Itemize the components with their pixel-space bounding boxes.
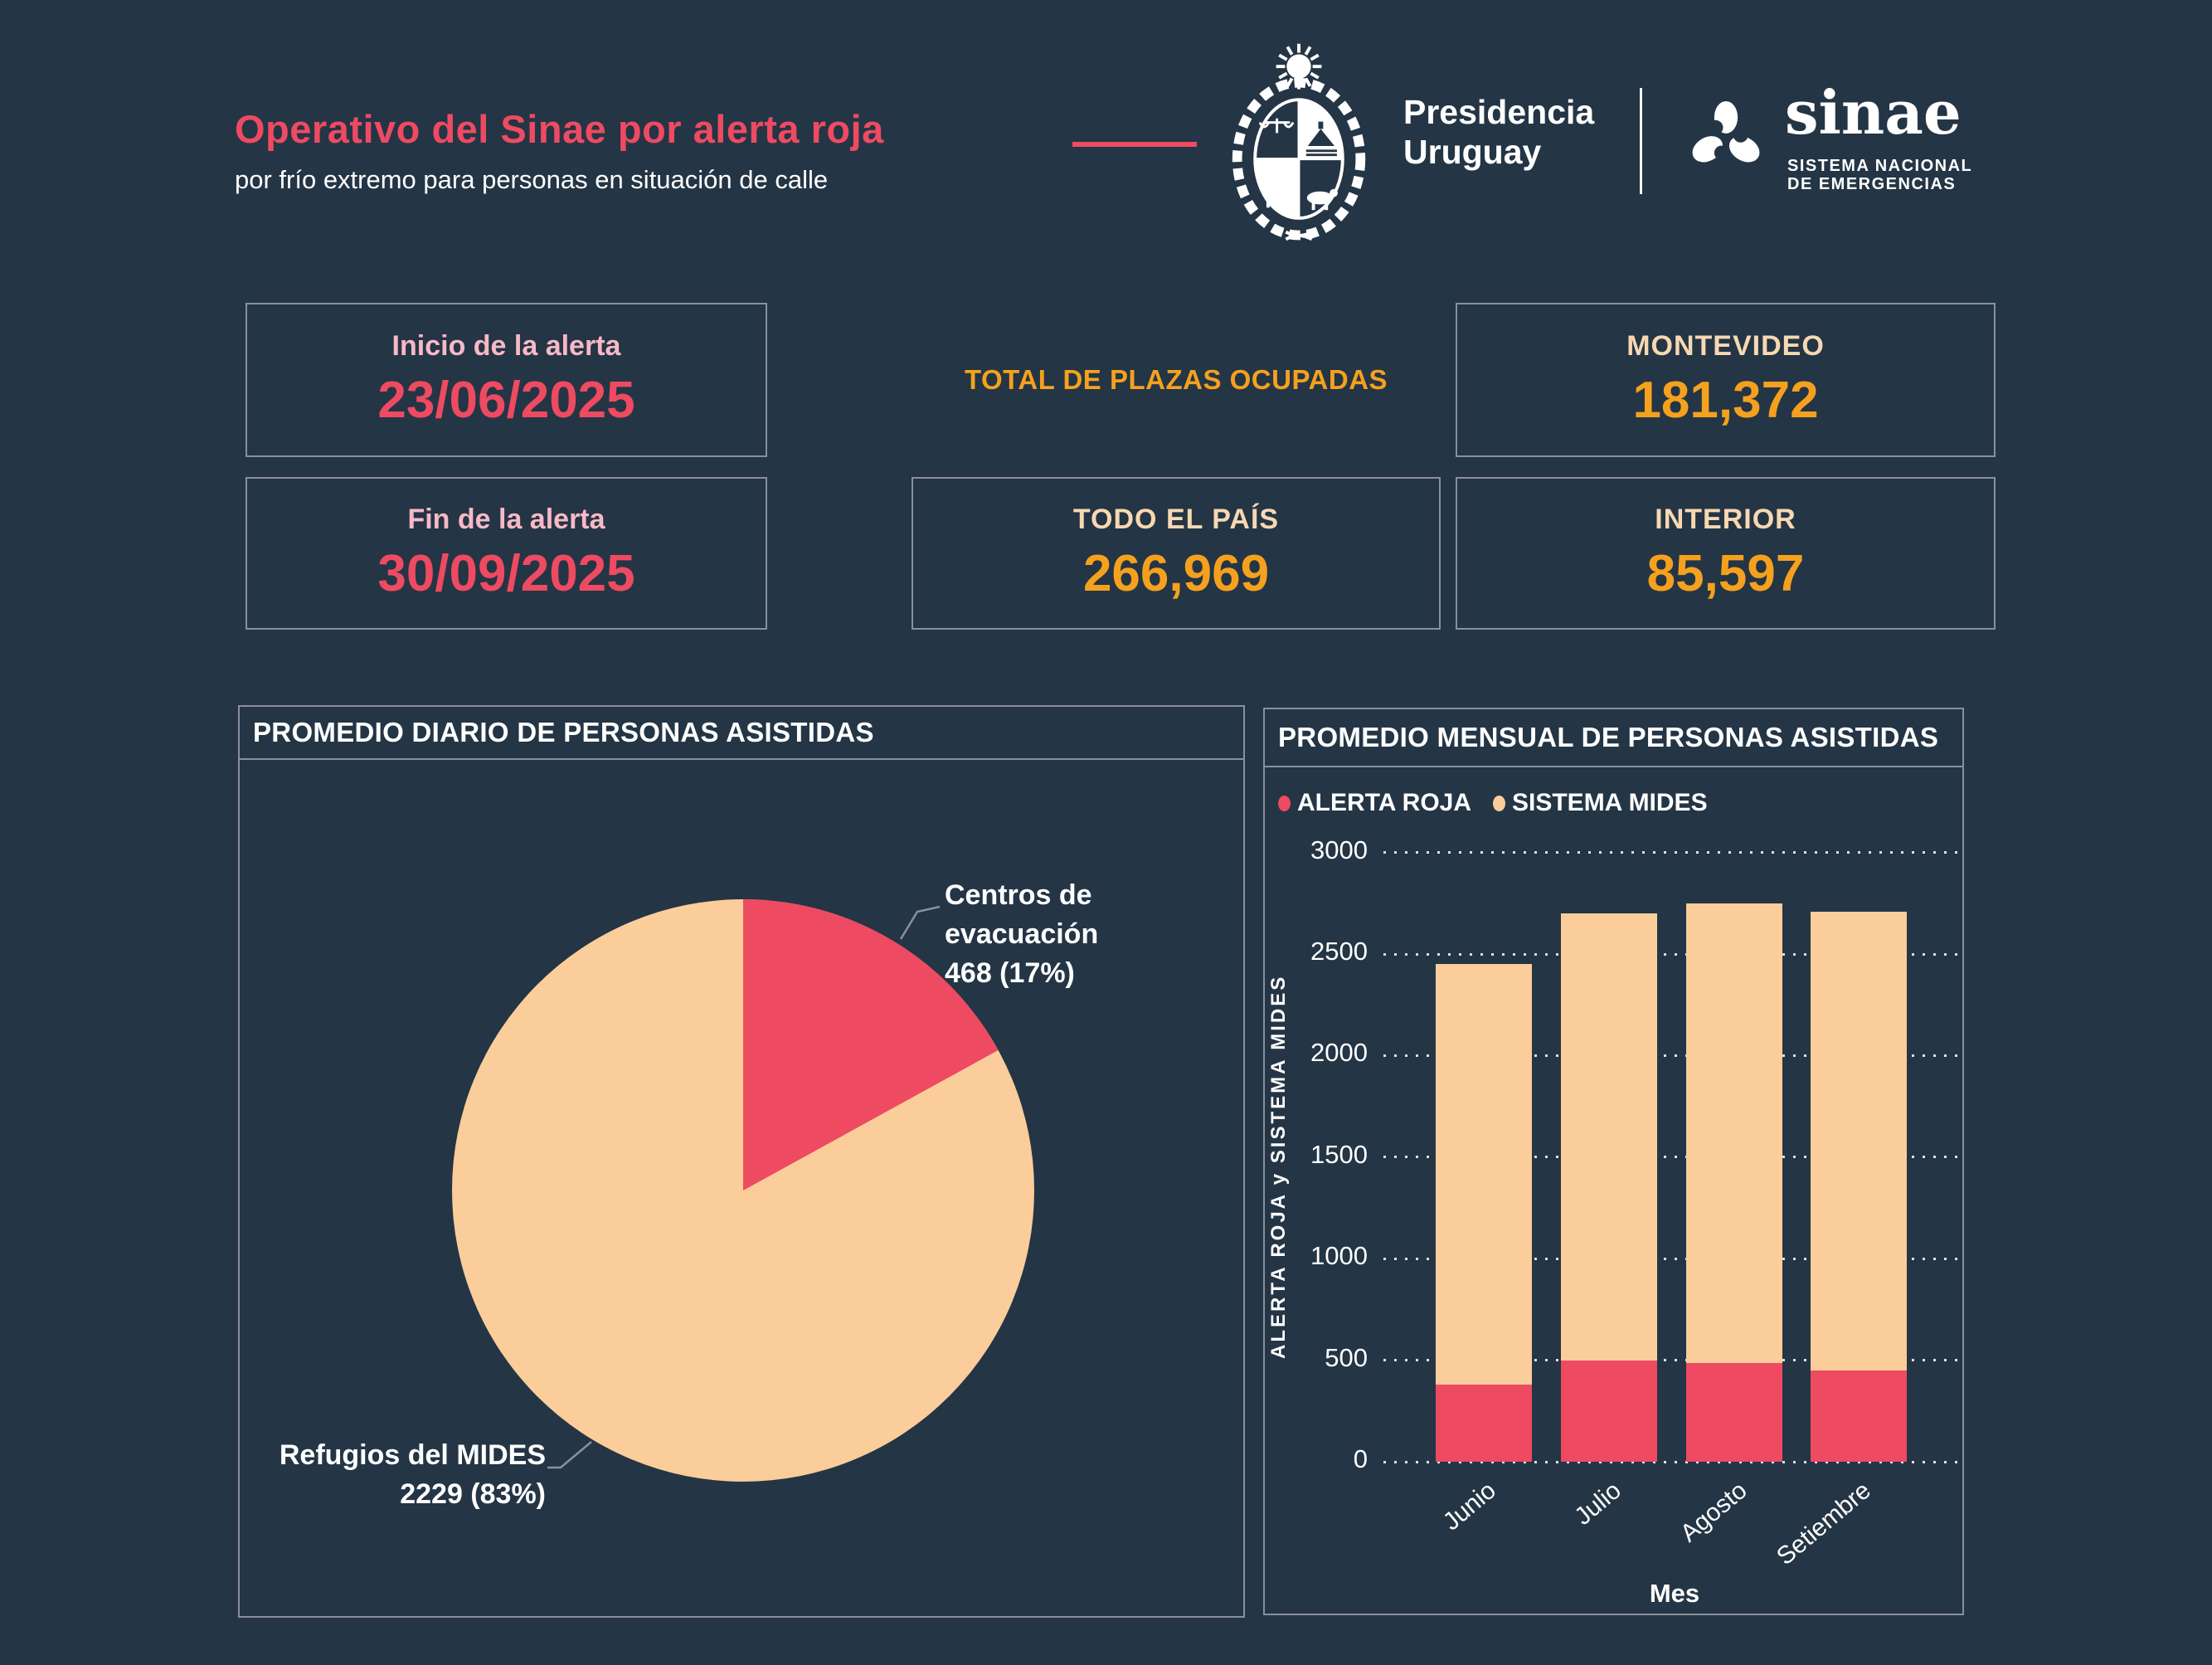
bar-junio xyxy=(1436,964,1532,1462)
todo-el-pais-value: 266,969 xyxy=(1082,545,1270,602)
legend-item-sistema-mides: SISTEMA MIDES xyxy=(1493,789,1708,817)
gridline-2500 xyxy=(1383,952,1966,956)
pie-slice-centros xyxy=(743,899,999,1190)
centros-leader-line xyxy=(899,905,941,940)
header-titles: Operativo del Sinae por alerta roja por … xyxy=(235,106,884,195)
bar-chart-x-axis-label: Mes xyxy=(1649,1579,1700,1608)
bar-segment-alerta-roja xyxy=(1686,1363,1782,1462)
alert-start-box: Inicio de la alerta 23/06/2025 xyxy=(246,303,767,457)
y-tick-3000: 3000 xyxy=(1310,835,1368,864)
sun-icon xyxy=(1286,54,1311,79)
horse-icon xyxy=(1262,181,1296,208)
uruguay-coat-of-arms-icon xyxy=(1232,43,1366,241)
page-title: Operativo del Sinae por alerta roja xyxy=(235,107,884,151)
bar-segment-sistema-mides xyxy=(1436,964,1532,1385)
todo-el-pais-label: TODO EL PAÍS xyxy=(1072,504,1280,535)
y-tick-1000: 1000 xyxy=(1310,1241,1368,1271)
legend-item-alerta-roja: ALERTA ROJA xyxy=(1278,789,1471,817)
gridline-1000 xyxy=(1383,1257,1966,1260)
montevideo-box: MONTEVIDEO 181,372 xyxy=(1456,303,1996,457)
alert-end-box: Fin de la alerta 30/09/2025 xyxy=(246,477,767,630)
pie-callout-refugios: Refugios del MIDES 2229 (83%) xyxy=(279,1439,546,1510)
sinae-tagline: SISTEMA NACIONAL DE EMERGENCIAS xyxy=(1787,157,1973,194)
alert-start-label: Inicio de la alerta xyxy=(391,330,621,362)
y-tick-0: 0 xyxy=(1353,1444,1368,1473)
gridline-0 xyxy=(1383,1460,1966,1463)
logo-divider xyxy=(1640,88,1642,194)
presidencia-logo-text: Presidencia Uruguay xyxy=(1403,93,1595,171)
alert-start-date: 23/06/2025 xyxy=(377,372,635,429)
bar-setiembre xyxy=(1811,911,1907,1462)
bar-segment-sistema-mides xyxy=(1561,913,1657,1361)
refugios-leader-line xyxy=(547,1441,592,1469)
bar-segment-alerta-roja xyxy=(1436,1384,1532,1462)
bar-julio xyxy=(1561,913,1657,1462)
bar-chart-plot-area: 0 500 1000 1500 2000 2500 3000 Junio Julio Agosto… xyxy=(1265,709,1966,1614)
montevideo-value: 181,372 xyxy=(1632,372,1819,429)
interior-value: 85,597 xyxy=(1646,545,1805,602)
legend-dot-sistema-mides-icon xyxy=(1493,795,1505,811)
interior-label: INTERIOR xyxy=(1655,504,1796,535)
bar-chart-legend: ALERTA ROJA SISTEMA MIDES xyxy=(1278,789,1708,817)
cow-icon xyxy=(1306,188,1338,211)
sun-rays xyxy=(1276,43,1322,90)
montevideo-label: MONTEVIDEO xyxy=(1626,330,1825,362)
bar-agosto xyxy=(1686,903,1782,1462)
cerro-icon xyxy=(1305,121,1337,157)
pie-callout-centros: Centros de evacuación 468 (17%) xyxy=(945,879,1099,989)
title-dash-decoration xyxy=(1072,142,1197,147)
gridline-2000 xyxy=(1383,1054,1966,1057)
scales-icon xyxy=(1258,118,1295,134)
gridline-500 xyxy=(1383,1359,1966,1362)
gridline-3000 xyxy=(1383,851,1966,854)
x-tick-setiembre: Setiembre xyxy=(1772,1477,1877,1571)
y-tick-1500: 1500 xyxy=(1310,1139,1368,1169)
bar-chart-title: PROMEDIO MENSUAL DE PERSONAS ASISTIDAS xyxy=(1265,709,1962,767)
x-tick-junio: Junio xyxy=(1438,1477,1502,1536)
bar-segment-sistema-mides xyxy=(1811,911,1907,1370)
y-tick-2000: 2000 xyxy=(1310,1038,1368,1068)
plazas-section-label: TOTAL DE PLAZAS OCUPADAS xyxy=(964,364,1388,395)
legend-dot-alerta-roja-icon xyxy=(1278,795,1291,811)
sinae-wordmark: sinae xyxy=(1785,77,1962,148)
y-tick-2500: 2500 xyxy=(1310,937,1368,966)
bar-segment-sistema-mides xyxy=(1686,903,1782,1364)
sinae-logo-icon xyxy=(1692,100,1760,163)
gridline-1500 xyxy=(1383,1156,1966,1159)
pie-chart-panel: PROMEDIO DIARIO DE PERSONAS ASISTIDAS Ce… xyxy=(238,705,1245,1618)
todo-el-pais-box: TODO EL PAÍS 266,969 xyxy=(912,477,1441,630)
page-subtitle: por frío extremo para personas en situac… xyxy=(235,165,829,194)
pie-chart-title: PROMEDIO DIARIO DE PERSONAS ASISTIDAS xyxy=(240,707,1243,760)
bar-segment-alerta-roja xyxy=(1811,1370,1907,1462)
interior-box: INTERIOR 85,597 xyxy=(1456,477,1996,630)
x-tick-agosto: Agosto xyxy=(1675,1477,1753,1548)
alert-end-date: 30/09/2025 xyxy=(377,545,635,602)
y-tick-500: 500 xyxy=(1325,1342,1368,1372)
pie-chart xyxy=(452,899,1034,1482)
alert-end-label: Fin de la alerta xyxy=(407,504,605,535)
x-tick-julio: Julio xyxy=(1569,1477,1627,1531)
ribbon-icon xyxy=(1285,230,1313,241)
bar-segment-alerta-roja xyxy=(1561,1360,1657,1462)
bar-chart-panel: PROMEDIO MENSUAL DE PERSONAS ASISTIDAS A… xyxy=(1263,708,1966,1615)
